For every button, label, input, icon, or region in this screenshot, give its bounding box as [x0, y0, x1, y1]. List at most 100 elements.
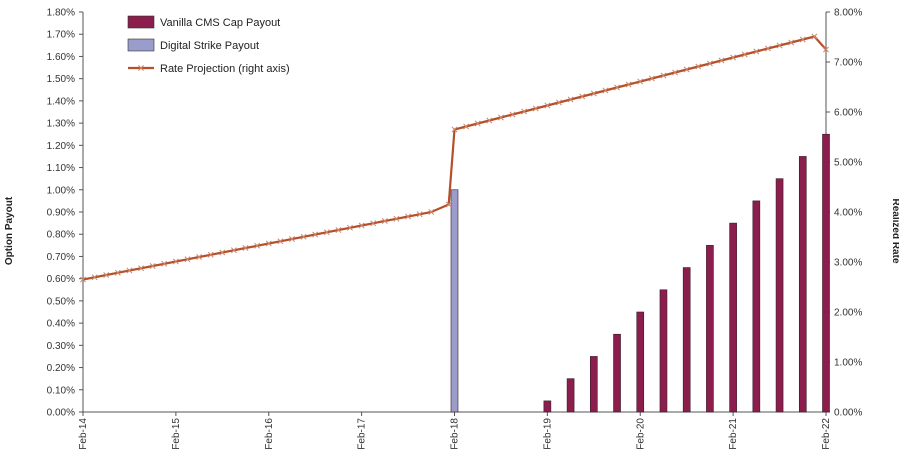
rate-projection-marker: [509, 111, 516, 118]
rate-projection-marker: [265, 240, 272, 247]
x-tick-label: Feb-14: [78, 418, 89, 450]
rate-projection-marker: [242, 245, 249, 251]
rate-projection-marker: [660, 72, 667, 79]
vanilla-cms-bar: [682, 267, 691, 413]
vanilla-cms-bar: [752, 200, 761, 413]
y-tick-label: 1.50%: [47, 74, 75, 85]
y2-tick-label: 4.00%: [834, 208, 862, 219]
rate-projection-marker: [811, 33, 818, 40]
rate-projection-marker: [788, 39, 795, 46]
rate-projection-marker: [474, 120, 481, 127]
rate-projection-marker: [602, 87, 609, 94]
rate-projection-marker: [753, 48, 760, 55]
y-tick-label: 1.40%: [47, 96, 75, 107]
rate-projection-marker: [149, 263, 156, 269]
vanilla-cms-bar: [822, 133, 830, 413]
rate-projection-marker: [381, 218, 388, 224]
rate-projection-marker: [428, 209, 435, 215]
rate-projection-marker: [393, 215, 400, 222]
rate-projection-marker: [579, 93, 586, 100]
rate-projection-marker: [741, 51, 748, 58]
rate-projection-marker: [672, 69, 679, 76]
axes: 0.00% 0.10% 0.20% 0.30% 0.40% 0.50% 0.60% 0.70%…: [47, 8, 863, 450]
y2-tick-label: 3.00%: [834, 258, 862, 269]
rate-projection-marker: [230, 247, 237, 254]
rate-projection-marker: [451, 126, 458, 133]
y-tick-label: 0.40%: [47, 319, 75, 330]
rate-projection-marker: [730, 54, 737, 61]
rate-projection-marker: [497, 114, 504, 121]
rate-projection-marker: [114, 269, 121, 276]
rate-projection-marker: [590, 90, 597, 97]
rate-projection-marker: [126, 267, 133, 274]
rate-projection-marker: [277, 238, 284, 245]
rate-projection-marker: [358, 222, 365, 229]
legend: Vanilla CMS Cap Payout Digital Strike Pay…: [127, 15, 290, 75]
rate-projection-marker: [556, 99, 562, 106]
rate-projection-marker: [776, 42, 783, 49]
rate-projection-marker: [103, 272, 110, 278]
rate-projection-marker: [823, 46, 829, 53]
vanilla-cms-bar: [798, 156, 807, 413]
x-tick-label: Feb-17: [357, 418, 368, 450]
vanilla-cms-bar: [706, 245, 714, 413]
x-tick-label: Feb-18: [450, 418, 461, 450]
rate-projection-marker: [323, 229, 330, 236]
rate-projection-marker: [80, 276, 86, 283]
x-tick-label: Feb-16: [264, 418, 275, 450]
y-tick-label: 1.20%: [47, 141, 75, 152]
legend-label: Digital Strike Payout: [160, 40, 259, 52]
y-tick-label: 0.70%: [47, 252, 75, 263]
rate-projection-marker: [347, 224, 353, 231]
y2-tick-label: 1.00%: [834, 358, 862, 369]
rate-projection-marker: [312, 231, 319, 238]
rate-projection-marker: [335, 227, 342, 233]
rate-projection-marker: [138, 265, 145, 272]
vanilla-cms-bar: [729, 222, 737, 413]
rate-projection-line-group: [80, 33, 829, 283]
y2-axis-title: Realized Rate: [890, 198, 899, 263]
legend-label: Vanilla CMS Cap Payout: [160, 17, 280, 29]
vanilla-cms-bar: [566, 378, 575, 413]
vanilla-cms-bar: [659, 289, 668, 413]
y2-tick-label: 2.00%: [834, 308, 862, 319]
y-tick-label: 1.70%: [47, 30, 75, 41]
x-tick-label: Feb-19: [542, 418, 553, 450]
rate-projection-marker: [254, 242, 261, 249]
rate-projection-marker: [683, 66, 690, 73]
rate-projection-marker: [405, 213, 412, 220]
y2-tick-label: 0.00%: [834, 408, 862, 419]
legend-label: Rate Projection (right axis): [160, 63, 290, 75]
rate-projection-marker: [161, 260, 168, 267]
vanilla-cms-bar: [636, 311, 645, 413]
legend-swatch-digital: [127, 38, 155, 52]
vanilla-cms-bar: [775, 178, 784, 413]
y2-tick-label: 8.00%: [834, 8, 862, 19]
rate-projection-marker: [637, 78, 644, 85]
rate-projection-marker: [625, 81, 632, 88]
rate-projection-marker: [521, 108, 528, 115]
y-tick-label: 1.80%: [47, 8, 75, 19]
rate-projection-marker: [718, 57, 725, 64]
rate-projection-marker: [300, 233, 307, 240]
rate-projection-marker: [486, 117, 493, 124]
rate-projection-marker: [695, 63, 702, 70]
y-tick-label: 1.60%: [47, 52, 75, 63]
x-tick-label: Feb-21: [728, 418, 739, 450]
y-axis-title: Option Payout: [4, 196, 15, 265]
y-tick-label: 1.10%: [47, 163, 75, 174]
y-tick-label: 1.00%: [47, 185, 75, 196]
x-tick-label: Feb-15: [171, 418, 182, 450]
vanilla-cms-bar: [590, 356, 598, 413]
y-tick-label: 0.60%: [47, 274, 75, 285]
y-tick-label: 0.30%: [47, 341, 75, 352]
digital-strike-bar: [450, 189, 459, 413]
rate-projection-marker: [196, 254, 203, 260]
rate-projection-marker: [91, 274, 98, 281]
rate-projection-marker: [219, 249, 226, 256]
rate-projection-marker: [445, 201, 452, 208]
rate-projection-marker: [648, 75, 655, 82]
y-tick-label: 0.00%: [47, 408, 75, 419]
